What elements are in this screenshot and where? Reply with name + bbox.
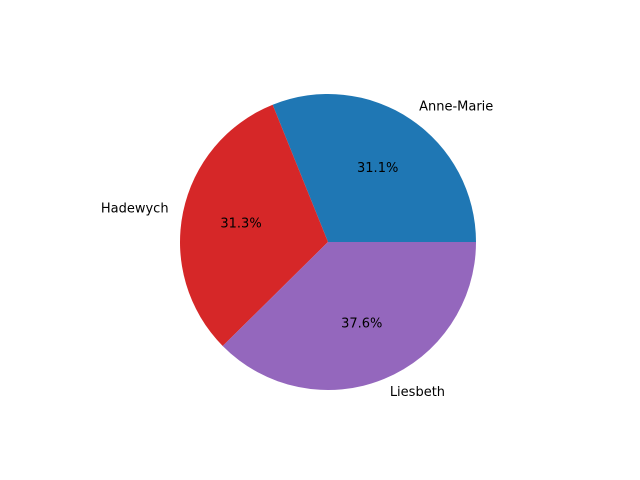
slice-percent-hadewych: 31.3% <box>220 216 261 231</box>
slice-percent-liesbeth: 37.6% <box>341 317 382 332</box>
slice-label-hadewych: Hadewych <box>101 201 169 216</box>
slice-label-anne-marie: Anne-Marie <box>419 100 493 115</box>
pie-labels: Anne-Marie 31.1% Hadewych 31.3% Liesbeth 37.6… <box>101 100 493 401</box>
pie-slice-anne-marie <box>272 93 476 243</box>
pie-slice-liesbeth <box>222 242 476 390</box>
pie-slices <box>180 93 476 390</box>
pie-slice-hadewych <box>180 104 328 346</box>
slice-percent-anne-marie: 31.1% <box>357 161 398 176</box>
slice-label-liesbeth: Liesbeth <box>390 385 445 400</box>
